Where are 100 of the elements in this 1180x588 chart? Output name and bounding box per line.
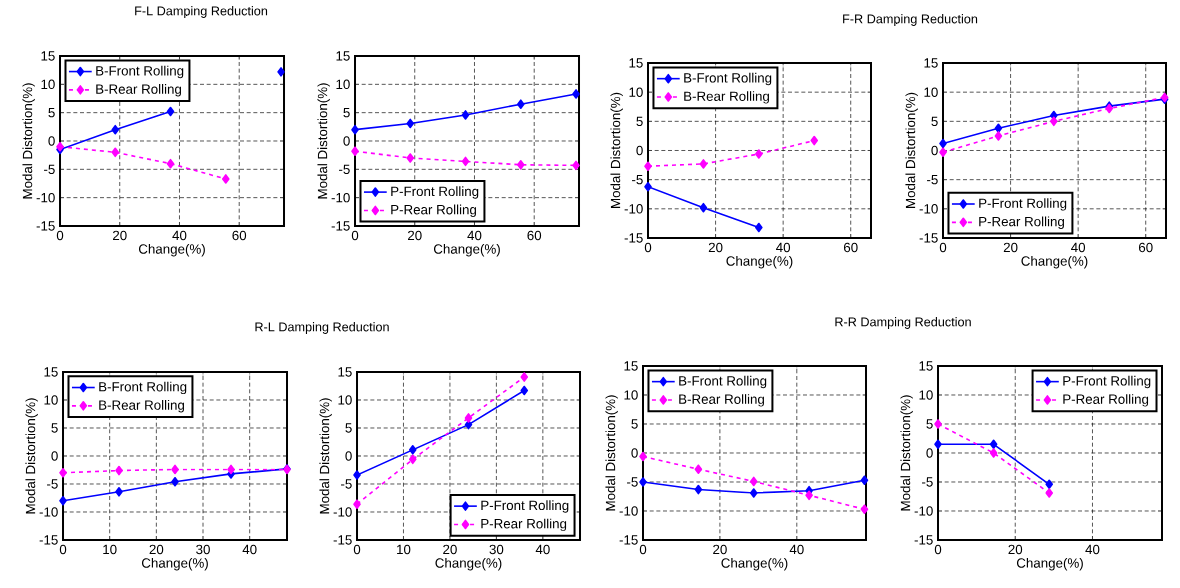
y-tick-label: 15	[41, 51, 55, 61]
y-tick-label: 0	[343, 136, 350, 146]
y-tick-label: -10	[331, 192, 350, 203]
y-tick-label: -10	[619, 506, 638, 516]
x-tick-label: 40	[789, 544, 804, 555]
y-tick-label: -5	[927, 175, 938, 185]
x-tick-label: 40	[172, 230, 187, 241]
x-tick-label: 40	[467, 230, 482, 241]
y-tick-label: 5	[636, 116, 643, 126]
x-tick-label: 60	[1138, 242, 1153, 253]
x-tick-label: 40	[1085, 544, 1100, 555]
y-tick-label: 0	[926, 448, 933, 458]
y-tick-label: -10	[919, 204, 938, 214]
y-tick-label: -10	[914, 506, 933, 516]
y-tick-label: 5	[343, 108, 350, 118]
x-tick-label: 0	[59, 544, 67, 555]
x-axis-title: Change(%)	[721, 557, 788, 571]
legend-label: B-Rear Rolling	[684, 91, 769, 104]
x-tick-label: 40	[1071, 242, 1086, 253]
legend-label: B-Front Rolling	[99, 381, 187, 395]
x-tick-label: 30	[196, 544, 210, 555]
x-tick-label: 0	[939, 242, 947, 253]
y-tick-label: -5	[47, 479, 58, 489]
legend-label: P-Rear Rolling	[391, 204, 477, 218]
y-tick-label: 15	[919, 361, 933, 371]
y-axis-title: Modal Distortion(%)	[319, 398, 332, 514]
x-tick-label: 20	[408, 230, 422, 241]
y-tick-label: 5	[931, 116, 938, 126]
y-axis-title: Modal Distortion(%)	[25, 398, 38, 514]
y-tick-label: -5	[341, 479, 352, 489]
y-axis-title: Modal Distortion(%)	[317, 83, 330, 199]
x-tick-label: 20	[708, 242, 723, 253]
y-tick-label: 0	[636, 145, 643, 156]
y-tick-label: -5	[44, 164, 55, 174]
y-tick-label: 10	[919, 390, 933, 400]
legend-label: B-Rear Rolling	[99, 400, 185, 413]
text: R-L Damping Reduction	[255, 322, 389, 334]
x-tick-label: 20	[713, 544, 727, 555]
legend-label: P-Front Rolling	[481, 500, 569, 513]
y-tick-label: 5	[48, 108, 55, 118]
y-tick-label: 10	[44, 395, 58, 405]
y-tick-label: -5	[632, 175, 643, 185]
legend-label: P-Rear Rolling	[1063, 394, 1149, 407]
legend-label: P-Front Rolling	[979, 198, 1067, 211]
y-tick-label: 15	[924, 58, 938, 68]
y-axis-title: Modal Distortion(%)	[900, 395, 913, 511]
x-tick-label: 20	[443, 544, 457, 555]
y-tick-label: 15	[44, 367, 58, 377]
y-tick-label: -15	[333, 535, 352, 545]
y-tick-label: 0	[631, 448, 638, 458]
x-axis-title: Change(%)	[435, 557, 502, 571]
legend-label: B-Rear Rolling	[679, 394, 764, 407]
x-tick-label: 10	[103, 544, 117, 555]
y-tick-label: -15	[331, 221, 350, 231]
x-axis-title: Change(%)	[141, 557, 208, 571]
y-tick-label: 15	[629, 58, 643, 68]
x-tick-label: 20	[1008, 544, 1023, 555]
y-tick-label: 10	[629, 87, 643, 97]
y-tick-label: 0	[48, 136, 55, 146]
x-tick-label: 0	[644, 242, 652, 253]
y-tick-label: -10	[36, 192, 55, 203]
legend-label: P-Front Rolling	[1063, 375, 1151, 389]
x-tick-label: 20	[149, 544, 164, 555]
y-tick-label: -15	[914, 535, 933, 545]
y-tick-label: -10	[333, 507, 352, 517]
x-axis-title: Change(%)	[1016, 557, 1083, 571]
y-tick-label: 15	[624, 361, 638, 371]
y-tick-label: -15	[919, 233, 938, 243]
y-tick-label: 10	[41, 79, 55, 90]
y-tick-label: -10	[624, 204, 643, 214]
y-tick-label: 0	[51, 451, 58, 461]
y-tick-label: 15	[338, 367, 352, 377]
chart-title: F-L Damping Reduction	[135, 6, 268, 18]
y-axis-title: Modal Distortion(%)	[610, 92, 623, 208]
x-tick-label: 40	[535, 544, 550, 555]
legend-label: P-Rear Rolling	[481, 518, 567, 532]
x-tick-label: 10	[397, 544, 411, 555]
legend-label: B-Front Rolling	[96, 65, 184, 79]
x-tick-label: 30	[489, 544, 504, 555]
y-tick-label: 5	[926, 419, 933, 429]
y-tick-label: 10	[624, 390, 638, 400]
x-axis-title: Change(%)	[726, 255, 793, 269]
x-axis-title: Change(%)	[138, 243, 205, 257]
x-tick-label: 20	[113, 230, 127, 241]
y-tick-label: 5	[51, 423, 58, 433]
y-tick-label: -5	[627, 477, 638, 487]
y-tick-label: 10	[338, 395, 352, 405]
x-tick-label: 60	[232, 230, 247, 241]
y-tick-label: 5	[345, 423, 352, 433]
y-axis-title: Modal Distortion(%)	[905, 92, 918, 208]
x-tick-label: 60	[843, 242, 858, 253]
legend-label: P-Front Rolling	[391, 186, 479, 199]
y-tick-label: 0	[345, 451, 352, 461]
y-tick-label: 10	[924, 87, 938, 97]
y-tick-label: -5	[922, 477, 933, 487]
y-axis-title: Modal Distortion(%)	[22, 83, 35, 199]
y-tick-label: -10	[39, 507, 58, 517]
legend-label: B-Front Rolling	[684, 72, 772, 86]
x-tick-label: 60	[527, 230, 542, 241]
legend-label: B-Front Rolling	[679, 375, 767, 389]
